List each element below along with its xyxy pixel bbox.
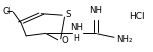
Text: NH₂: NH₂ xyxy=(116,35,133,44)
Text: O: O xyxy=(61,36,68,45)
Text: HCl: HCl xyxy=(129,12,144,21)
Text: S: S xyxy=(65,10,71,19)
Text: NH: NH xyxy=(90,6,103,15)
Text: NH: NH xyxy=(70,23,83,32)
Text: Cl: Cl xyxy=(2,7,11,16)
Text: H: H xyxy=(74,34,79,43)
